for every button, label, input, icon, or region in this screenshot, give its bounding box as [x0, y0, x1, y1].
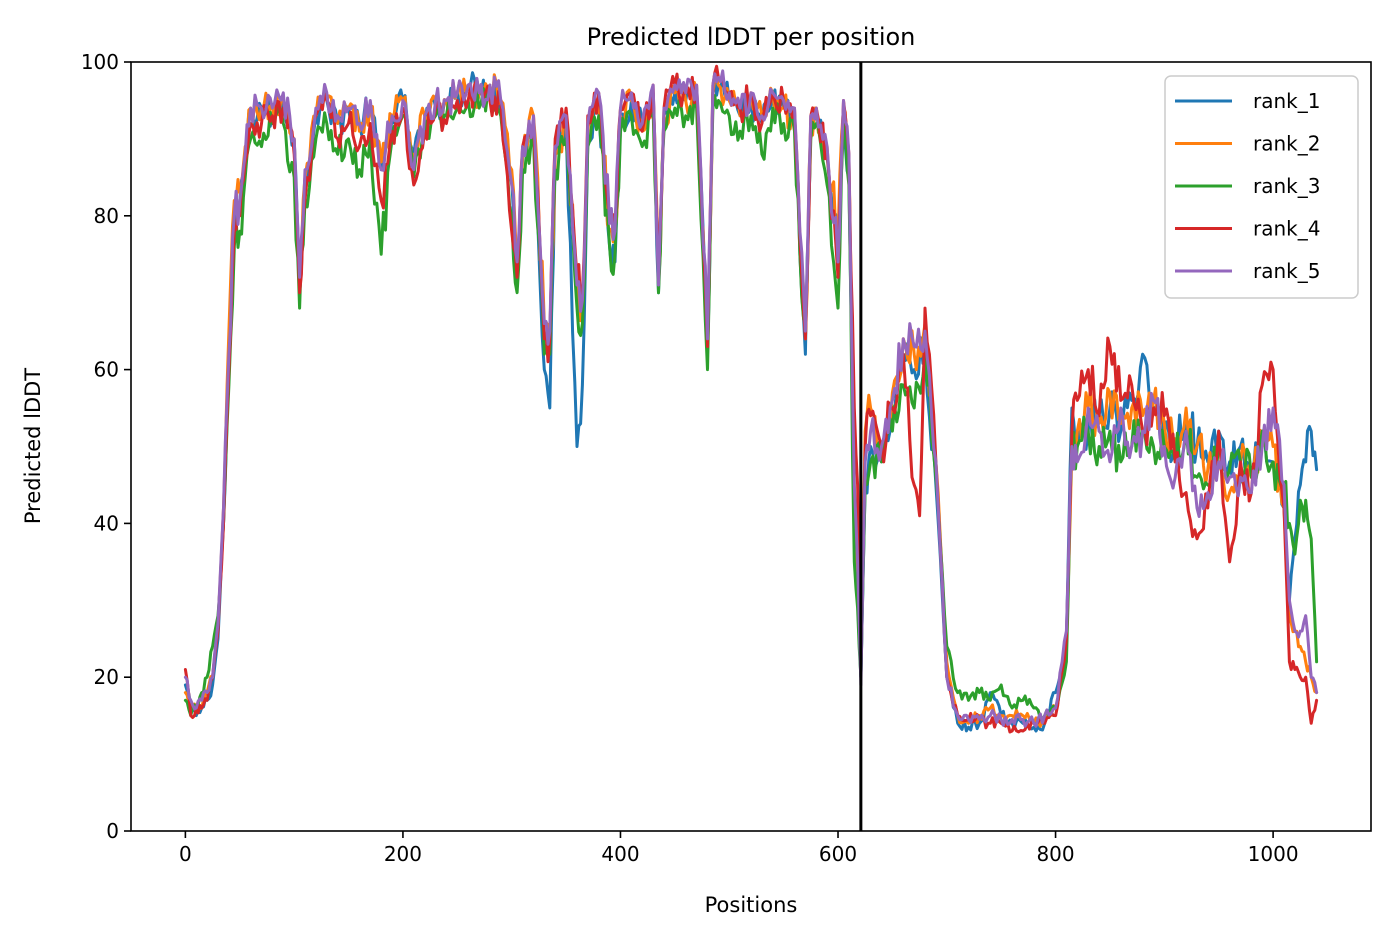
y-tick-label: 80 [94, 204, 119, 228]
y-tick-label: 100 [81, 50, 119, 74]
series-group [183, 64, 1319, 734]
x-axis-label: Positions [705, 893, 798, 917]
legend-box [1164, 75, 1359, 299]
plot-area [130, 61, 1372, 832]
x-axis: 0 200 400 600 800 1000 [179, 831, 1299, 866]
legend: rank_1 rank_2 rank_3 rank_4 rank_5 [1164, 75, 1359, 299]
legend-label-rank_1: rank_1 [1253, 89, 1320, 113]
x-tick-label: 600 [819, 842, 857, 866]
x-tick-label: 400 [601, 842, 639, 866]
y-tick-label: 40 [94, 511, 119, 535]
legend-label-rank_3: rank_3 [1253, 174, 1320, 198]
plot-frame [130, 61, 1372, 832]
x-tick-label: 800 [1036, 842, 1074, 866]
y-axis: 0 20 40 60 80 100 [81, 50, 131, 843]
x-tick-label: 0 [179, 842, 192, 866]
legend-label-rank_5: rank_5 [1253, 259, 1320, 283]
y-tick-label: 0 [106, 819, 119, 843]
legend-label-rank_2: rank_2 [1253, 132, 1320, 156]
series-line-rank_4 [183, 64, 1319, 734]
x-tick-label: 1000 [1248, 842, 1299, 866]
y-tick-label: 60 [94, 358, 119, 382]
x-tick-label: 200 [384, 842, 422, 866]
legend-label-rank_4: rank_4 [1253, 217, 1320, 241]
y-axis-label: Predicted lDDT [21, 368, 45, 524]
series-line-rank_5 [183, 69, 1319, 728]
y-tick-label: 20 [94, 665, 119, 689]
chart-title: Predicted lDDT per position [587, 23, 916, 51]
